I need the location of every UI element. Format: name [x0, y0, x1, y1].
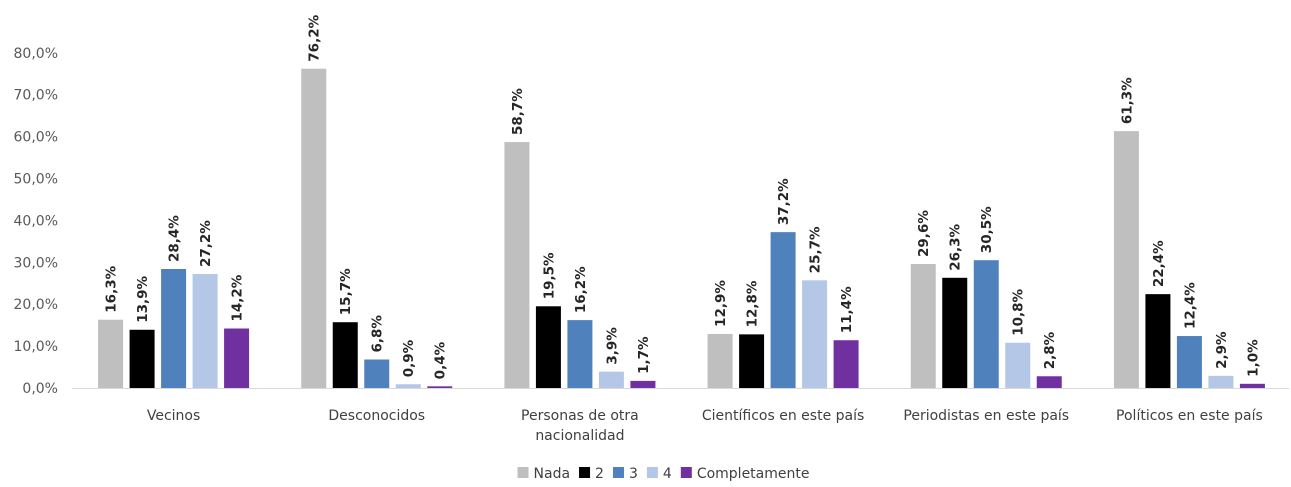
data-label: 3,9%: [604, 327, 620, 365]
bars: 16,3% 13,9% 28,4% 27,2% 14,2% 76,2% 15,7% 6,8% 0…: [98, 14, 1265, 389]
data-label: 61,3%: [1119, 77, 1135, 124]
bar: [301, 68, 327, 389]
bar: [332, 322, 358, 388]
legend-swatch: [517, 467, 529, 478]
bar: [833, 340, 859, 388]
data-label: 12,8%: [745, 280, 761, 327]
bar: [161, 269, 187, 388]
data-label: 30,5%: [979, 206, 995, 253]
y-axis-ticks: 0,0% 10,0% 20,0% 30,0% 40,0% 50,0% 60,0% 70,0% 8…: [14, 46, 58, 397]
bar: [129, 329, 155, 388]
data-label: 0,9%: [401, 339, 417, 377]
bar: [504, 142, 530, 388]
bar: [910, 263, 936, 388]
legend-label: Completamente: [697, 466, 810, 482]
y-tick-label: 50,0%: [14, 172, 58, 188]
legend-item: Completamente: [680, 466, 810, 482]
data-label: 10,8%: [1011, 288, 1027, 335]
data-label: 11,4%: [839, 286, 855, 333]
data-label: 76,2%: [307, 14, 323, 61]
legend-item: 3: [612, 466, 638, 482]
bar: [395, 384, 421, 388]
bar: [739, 334, 765, 388]
legend-item: 4: [646, 466, 672, 482]
bar: [707, 333, 733, 388]
data-label: 12,9%: [713, 280, 729, 327]
category-label: Políticos en este país: [1116, 408, 1263, 424]
legend: Nada 2 3 4 Completamente: [517, 466, 810, 482]
bar: [802, 280, 828, 388]
data-label: 22,4%: [1151, 240, 1167, 287]
data-label: 1,7%: [636, 336, 652, 374]
bar: [98, 319, 124, 388]
bar: [364, 359, 390, 388]
legend-label: 4: [663, 466, 672, 482]
bar: [224, 328, 250, 388]
data-label: 16,3%: [104, 265, 120, 312]
bar: [973, 260, 999, 388]
legend-label: 3: [629, 466, 638, 482]
data-label: 19,5%: [541, 252, 557, 299]
bar: [1239, 383, 1265, 388]
bar: [598, 371, 624, 388]
bar: [1176, 336, 1202, 388]
bar: [942, 277, 968, 388]
data-label: 14,2%: [230, 274, 246, 321]
bar: [535, 306, 561, 388]
data-label: 16,2%: [573, 266, 589, 313]
category-label: Científicos en este país: [702, 408, 864, 424]
data-label: 28,4%: [167, 215, 183, 262]
y-tick-label: 70,0%: [14, 88, 58, 104]
y-tick-label: 60,0%: [14, 130, 58, 146]
legend-swatch: [579, 467, 591, 478]
bar: [1113, 131, 1139, 388]
category-label: Personas de otra nacionalidad: [521, 408, 639, 444]
legend-swatch: [646, 467, 658, 478]
data-label: 29,6%: [916, 210, 932, 257]
data-label: 0,4%: [433, 341, 449, 379]
data-label: 6,8%: [370, 315, 386, 353]
data-label: 15,7%: [338, 268, 354, 315]
data-label: 2,8%: [1042, 331, 1058, 369]
category-label: Periodistas en este país: [903, 408, 1069, 424]
data-label: 37,2%: [776, 178, 792, 225]
data-label: 58,7%: [510, 88, 526, 135]
bar: [192, 274, 218, 388]
legend-item: 2: [579, 466, 604, 482]
bar: [630, 380, 656, 388]
legend-item: Nada: [517, 466, 571, 482]
legend-swatch: [612, 467, 624, 478]
bar: [427, 386, 453, 388]
category-label: Vecinos: [147, 408, 200, 424]
data-label: 1,0%: [1245, 339, 1261, 377]
y-tick-label: 30,0%: [14, 255, 58, 271]
data-label: 25,7%: [808, 226, 824, 273]
y-tick-label: 40,0%: [14, 213, 58, 229]
bar: [1036, 376, 1062, 388]
data-label: 2,9%: [1214, 331, 1230, 369]
bar: [1005, 342, 1031, 388]
legend-swatch: [680, 467, 692, 478]
data-label: 27,2%: [198, 220, 214, 267]
y-tick-label: 80,0%: [14, 46, 58, 62]
bar: [1145, 294, 1171, 388]
legend-label: 2: [595, 466, 604, 482]
y-tick-label: 10,0%: [14, 339, 58, 355]
data-label: 26,3%: [948, 223, 964, 270]
data-label: 13,9%: [135, 275, 151, 322]
legend-label: Nada: [534, 466, 571, 482]
bar: [1208, 375, 1234, 388]
data-label: 12,4%: [1182, 282, 1198, 329]
y-tick-label: 0,0%: [22, 381, 58, 397]
bar: [567, 320, 593, 388]
y-tick-label: 20,0%: [14, 297, 58, 313]
bar: [770, 232, 796, 388]
category-label: Desconocidos: [328, 408, 425, 424]
